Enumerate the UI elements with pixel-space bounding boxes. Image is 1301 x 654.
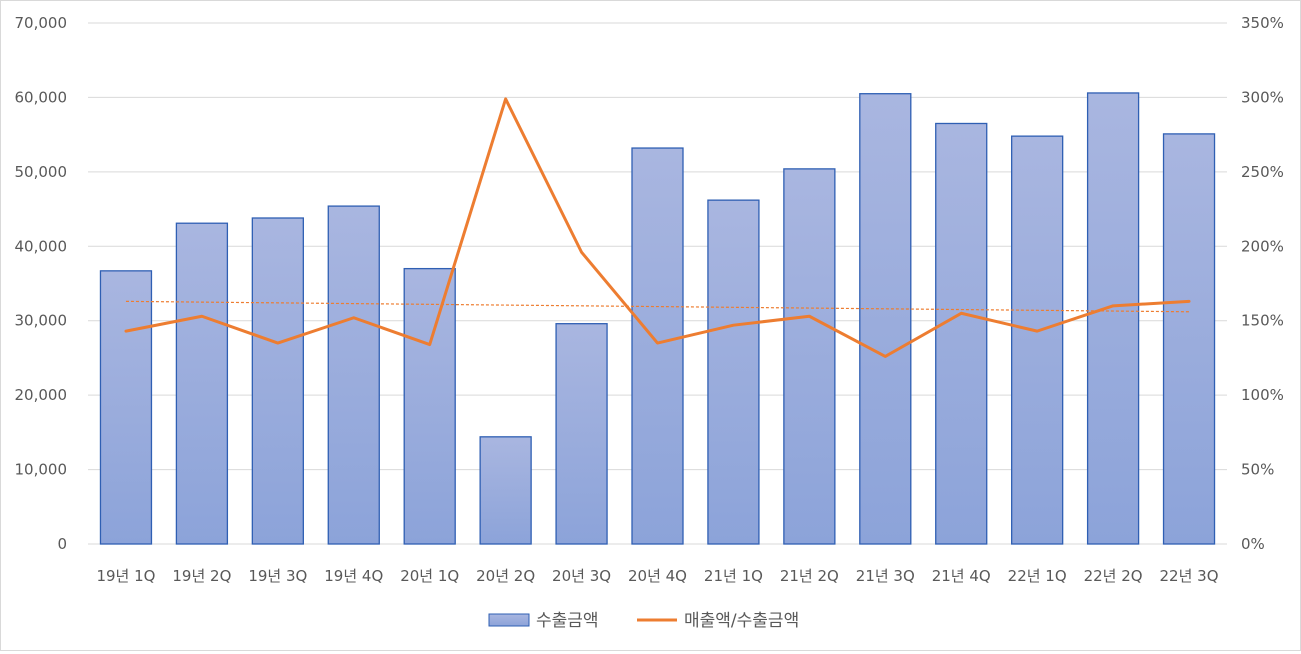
bar (176, 223, 227, 544)
x-tick-label: 20년 1Q (400, 567, 459, 585)
legend-label-bar: 수출금액 (536, 611, 599, 631)
y-right-tick-label: 100% (1241, 386, 1284, 404)
y-left-tick-label: 10,000 (15, 461, 68, 479)
bar (328, 206, 379, 544)
x-tick-label: 19년 3Q (248, 567, 307, 585)
x-tick-label: 22년 2Q (1084, 567, 1143, 585)
y-right-tick-label: 250% (1241, 163, 1284, 181)
x-tick-label: 19년 4Q (324, 567, 383, 585)
y-right-tick-label: 150% (1241, 312, 1284, 330)
bar-series (100, 93, 1214, 544)
x-tick-label: 21년 4Q (932, 567, 991, 585)
y-right-tick-label: 200% (1241, 237, 1284, 255)
x-tick-label: 20년 4Q (628, 567, 687, 585)
y-right-tick-label: 350% (1241, 14, 1284, 32)
bar (100, 271, 151, 544)
y-left-tick-label: 0 (57, 535, 67, 553)
x-tick-label: 20년 2Q (476, 567, 535, 585)
y-left-tick-label: 30,000 (15, 312, 68, 330)
bar (1164, 134, 1215, 544)
left-axis-ticks: 0 10,000 20,000 30,000 40,000 50,000 60,000 70,… (15, 14, 68, 553)
right-axis-ticks: 0% 50% 100% 150% 200% 250% 300% 350% (1241, 14, 1284, 553)
bar (708, 200, 759, 544)
y-left-tick-label: 20,000 (15, 386, 68, 404)
x-tick-label: 20년 3Q (552, 567, 611, 585)
x-tick-label: 21년 2Q (780, 567, 839, 585)
bar (480, 437, 531, 544)
x-tick-label: 19년 1Q (96, 567, 155, 585)
x-tick-label: 19년 2Q (172, 567, 231, 585)
x-tick-label: 22년 1Q (1008, 567, 1067, 585)
y-left-tick-label: 50,000 (15, 163, 68, 181)
bar (1088, 93, 1139, 544)
bar (784, 169, 835, 544)
y-right-tick-label: 0% (1241, 535, 1265, 553)
bar (556, 324, 607, 544)
bar (936, 123, 987, 544)
y-left-tick-label: 70,000 (15, 14, 68, 32)
x-axis-ticks: 19년 1Q 19년 2Q 19년 3Q 19년 4Q 20년 1Q 20년 2Q 20년 … (96, 567, 1218, 585)
bar (404, 269, 455, 544)
bar (860, 94, 911, 544)
legend: 수출금액 매출액/수출금액 (489, 611, 799, 631)
y-left-tick-label: 60,000 (15, 88, 68, 106)
x-tick-label: 21년 3Q (856, 567, 915, 585)
bar (1012, 136, 1063, 544)
x-tick-label: 22년 3Q (1160, 567, 1219, 585)
y-right-tick-label: 300% (1241, 88, 1284, 106)
legend-swatch-bar (489, 614, 529, 626)
bar (632, 148, 683, 544)
y-left-tick-label: 40,000 (15, 237, 68, 255)
x-tick-label: 21년 1Q (704, 567, 763, 585)
legend-label-line: 매출액/수출금액 (684, 611, 799, 631)
bar (252, 218, 303, 544)
y-right-tick-label: 50% (1241, 461, 1274, 479)
